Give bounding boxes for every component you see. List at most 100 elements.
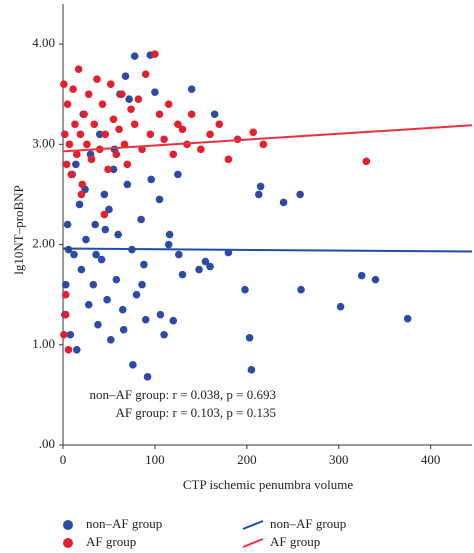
point	[118, 90, 126, 99]
point	[87, 155, 96, 164]
x-tick-label: 0	[60, 452, 67, 467]
point	[106, 80, 115, 88]
point	[249, 128, 258, 137]
point	[215, 120, 224, 129]
point	[134, 95, 143, 104]
point	[119, 325, 128, 334]
point	[72, 345, 81, 354]
point	[296, 190, 304, 199]
point	[206, 130, 214, 139]
point	[206, 262, 214, 271]
point	[164, 240, 173, 249]
point	[112, 150, 121, 159]
point	[109, 165, 118, 174]
y-tick-label: 4.00	[32, 35, 55, 50]
point	[61, 310, 70, 319]
point	[65, 140, 74, 149]
point	[336, 302, 345, 311]
point	[97, 255, 106, 264]
point	[75, 200, 84, 209]
point	[175, 250, 183, 259]
point	[106, 335, 115, 344]
point	[174, 170, 182, 179]
point	[78, 180, 87, 189]
point	[115, 125, 123, 134]
point	[147, 175, 156, 184]
point	[169, 316, 178, 325]
point	[60, 330, 68, 339]
point	[187, 85, 196, 93]
point	[82, 235, 90, 244]
point	[146, 130, 155, 139]
point	[109, 115, 118, 124]
point	[371, 275, 380, 284]
point	[91, 220, 99, 229]
point	[187, 110, 196, 119]
point	[178, 270, 187, 279]
point	[297, 285, 305, 294]
legend-label: non–AF group	[270, 516, 346, 531]
point	[127, 105, 135, 114]
point	[160, 135, 168, 144]
point	[151, 88, 159, 96]
point	[61, 130, 69, 139]
point	[174, 120, 182, 129]
point	[100, 190, 109, 199]
point	[195, 265, 203, 274]
x-tick-label: 300	[329, 452, 349, 467]
legend-label: AF group	[270, 534, 320, 549]
y-tick-label: 1.00	[32, 336, 55, 351]
point	[121, 72, 130, 80]
fit-line	[62, 124, 473, 153]
point	[72, 160, 80, 169]
point	[224, 155, 233, 164]
point	[100, 210, 109, 219]
point	[93, 75, 101, 83]
point	[80, 110, 88, 119]
point	[103, 295, 111, 304]
point	[130, 52, 139, 60]
x-axis-label: CTP ischemic penumbra volume	[183, 477, 354, 492]
legend-label: AF group	[86, 534, 136, 549]
point	[95, 130, 104, 139]
x-tick-label: 200	[237, 452, 257, 467]
point	[140, 260, 148, 269]
point	[362, 157, 371, 166]
point	[101, 225, 110, 234]
point	[72, 150, 81, 159]
annotation: AF group: r = 0.103, p = 0.135	[115, 405, 276, 420]
point	[130, 120, 139, 129]
point	[254, 190, 263, 199]
point	[210, 110, 219, 119]
legend-line	[242, 520, 264, 530]
point	[84, 90, 93, 99]
x-tick-label: 100	[145, 452, 165, 467]
legend-marker	[63, 520, 73, 530]
point	[197, 145, 205, 154]
point	[105, 205, 113, 214]
point	[156, 310, 165, 319]
point	[61, 280, 70, 289]
point	[143, 373, 152, 381]
point	[71, 120, 79, 129]
y-axis-label: lg10NT–proBNP	[11, 185, 26, 275]
point	[245, 333, 254, 342]
point	[169, 150, 178, 159]
point	[141, 315, 150, 324]
y-tick-label: 3.00	[32, 135, 55, 150]
point	[63, 220, 72, 229]
point	[77, 265, 86, 274]
point	[279, 198, 288, 207]
point	[403, 314, 412, 323]
point	[63, 100, 72, 109]
y-tick-label: .00	[39, 436, 55, 451]
point	[129, 361, 137, 369]
fit-line	[62, 247, 473, 253]
point	[92, 250, 100, 259]
point	[160, 330, 168, 339]
point	[123, 180, 132, 189]
point	[101, 130, 110, 139]
point	[141, 70, 150, 78]
point	[61, 290, 70, 299]
